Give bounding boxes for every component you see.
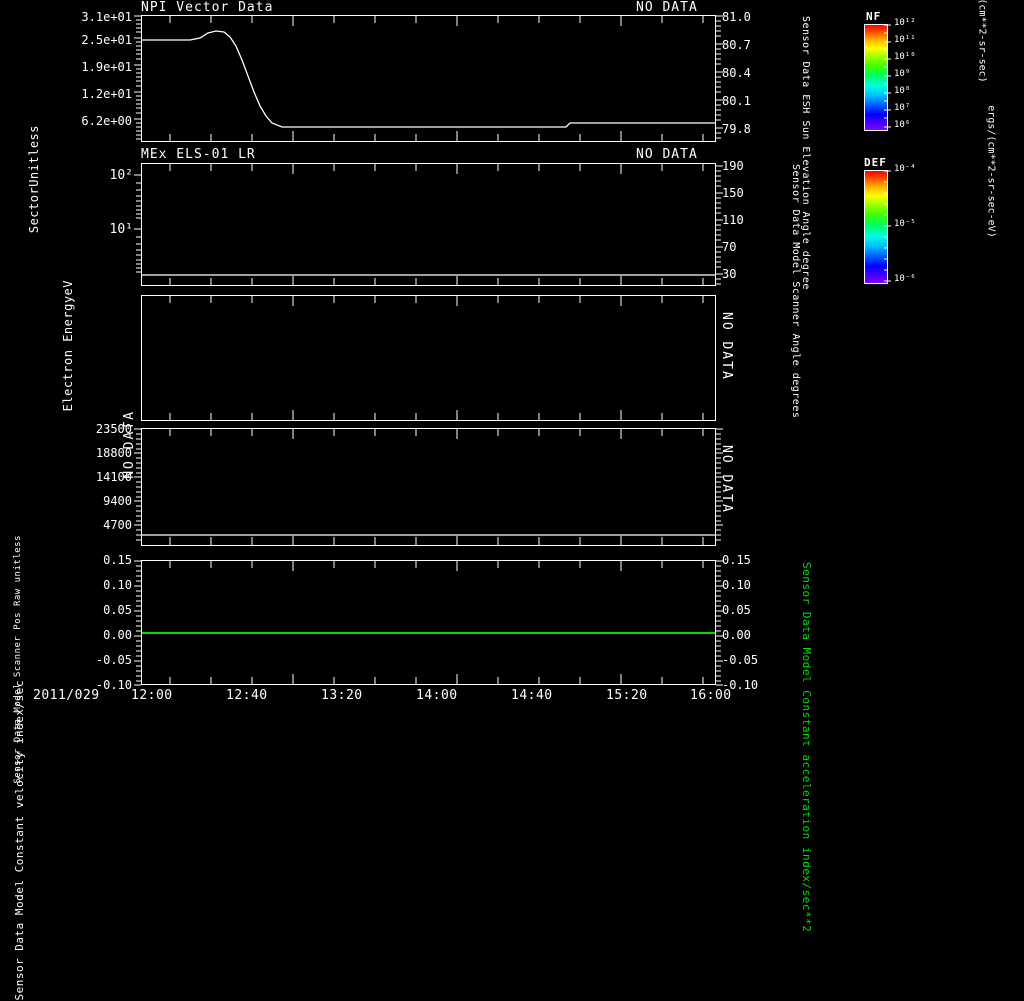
nf-colorbar-tick-3: 10⁹ — [894, 69, 911, 79]
panel-1-ytick-1: 2.5e+01 — [81, 33, 132, 47]
panel-2-plot-area — [142, 164, 715, 285]
panel-5-plot-area — [142, 561, 715, 684]
panel-2-right-ytick-1: 150 — [722, 186, 744, 200]
panel-4-ytick-3: 9400 — [103, 494, 132, 508]
panel-2-right-ytick-0: 190 — [722, 159, 744, 173]
panel-4-ytick-4: 4700 — [103, 518, 132, 532]
p5-yr-d: index/sec**2 — [800, 846, 813, 933]
p5-yl-c: velocity — [13, 751, 26, 809]
nf-colorbar-tick-1: 10¹¹ — [894, 35, 916, 45]
panel-2-right-ytick-4: 30 — [722, 267, 737, 281]
panel-1-ytick-3: 1.2e+01 — [81, 87, 132, 101]
panel-2-ytick-1: 10¹ — [109, 222, 133, 237]
nf-colorbar-tick-0: 10¹² — [894, 18, 916, 28]
panel-5-right-ytick-4: -0.05 — [722, 653, 759, 667]
panel-scanner-pos-raw[interactable] — [141, 428, 716, 546]
time-axis-tick-5: 15:20 — [606, 688, 648, 703]
panel-5-right-ytick-5: -0.10 — [722, 678, 759, 692]
panel-1-title-left: NPI Vector Data — [141, 0, 274, 15]
nf-colorbar-ticks — [884, 24, 891, 128]
time-axis-tick-1: 12:40 — [226, 688, 268, 703]
nf-colorbar-label: NF — [866, 10, 882, 23]
def-colorbar-tick-2: 10⁻⁶ — [894, 274, 916, 284]
nf-colorbar-tick-6: 10⁶ — [894, 120, 911, 130]
p5-yl-a: Sensor Data — [13, 922, 26, 1001]
time-axis-tick-0: 12:00 — [131, 688, 173, 703]
time-axis-tick-2: 13:20 — [321, 688, 363, 703]
panel-1-right-ytick-3: 80.1 — [722, 94, 751, 108]
panel-npi-vector-data[interactable] — [141, 15, 716, 142]
panel-5-ytick-3: 0.00 — [103, 628, 132, 642]
panel-5-ytick-0: 0.15 — [103, 553, 132, 567]
panel-5-right-ytick-1: 0.10 — [722, 578, 751, 592]
time-axis-tick-3: 14:00 — [416, 688, 458, 703]
panel-5-right-ytick-0: 0.15 — [722, 553, 751, 567]
panel-4-ytick-0: 23500 — [95, 422, 132, 436]
panel-5-ytick-2: 0.05 — [103, 603, 132, 617]
panel-5-ytick-5: -0.10 — [95, 678, 132, 692]
panel-5-right-ytick-2: 0.05 — [722, 603, 751, 617]
time-axis-tick-4: 14:40 — [511, 688, 553, 703]
def-colorbar-unit: ergs/(cm**2-sr-sec-eV) — [985, 105, 997, 238]
panel-1-plot-area — [142, 16, 715, 141]
panel-1-ytick-4: 6.2e+00 — [81, 114, 132, 128]
panel-5-ylabel-left: Sensor Data Model Constant velocity inde… — [13, 680, 26, 1001]
panel-1-right-ytick-4: 79.8 — [722, 122, 751, 136]
panel-5-right-ytick-3: 0.00 — [722, 628, 751, 642]
p5-yr-c: acceleration — [800, 754, 813, 840]
panel-3-plot-area — [169, 296, 704, 420]
nf-colorbar-tick-4: 10⁸ — [894, 86, 911, 96]
def-colorbar-label: DEF — [864, 156, 887, 169]
def-colorbar-ticks — [884, 170, 891, 282]
panel-2-title-right: NO DATA — [636, 147, 698, 162]
def-colorbar[interactable] — [864, 170, 888, 284]
panel-1-right-ytick-1: 80.7 — [722, 38, 751, 52]
panel-1-title-right: NO DATA — [636, 0, 698, 15]
panel-1-right-ytick-2: 80.4 — [722, 66, 751, 80]
panel-5-ytick-1: 0.10 — [103, 578, 132, 592]
panel-1-right-ytick-0: 81.0 — [722, 10, 751, 24]
nf-colorbar-tick-2: 10¹⁰ — [894, 52, 916, 62]
def-colorbar-tick-0: 10⁻⁴ — [894, 164, 916, 174]
panel-2-ytick-0: 10² — [109, 168, 133, 183]
panel-4-ytick-2: 14100 — [95, 470, 132, 484]
time-axis-date: 2011/029 — [33, 688, 100, 703]
panel-mex-els-01-lr[interactable] — [141, 163, 716, 286]
panel-3-empty[interactable] — [141, 295, 716, 421]
panel-constant-velocity[interactable] — [141, 560, 716, 685]
time-axis-tick-6: 16:00 — [690, 688, 732, 703]
panel-2-right-ytick-2: 110 — [722, 213, 744, 227]
nf-colorbar-tick-5: 10⁷ — [894, 103, 911, 113]
panel-1-ytick-2: 1.9e+01 — [81, 60, 132, 74]
nf-colorbar-unit: cnts/(cm**2-sr-sec) — [976, 0, 988, 83]
panel-2-title-left: MEx ELS-01 LR — [141, 147, 256, 162]
panel-4-ytick-1: 18800 — [95, 446, 132, 460]
def-colorbar-tick-1: 10⁻⁵ — [894, 219, 916, 229]
panel-2-right-ytick-3: 70 — [722, 240, 737, 254]
p5-yl-b: Model Constant — [13, 815, 26, 916]
panel-5-ytick-4: -0.05 — [95, 653, 132, 667]
panel-4-plot-area — [142, 429, 715, 545]
panel-1-ytick-0: 3.1e+01 — [81, 10, 132, 24]
minor-tick-ladders — [134, 15, 723, 686]
npi-sector-trace — [142, 30, 715, 128]
